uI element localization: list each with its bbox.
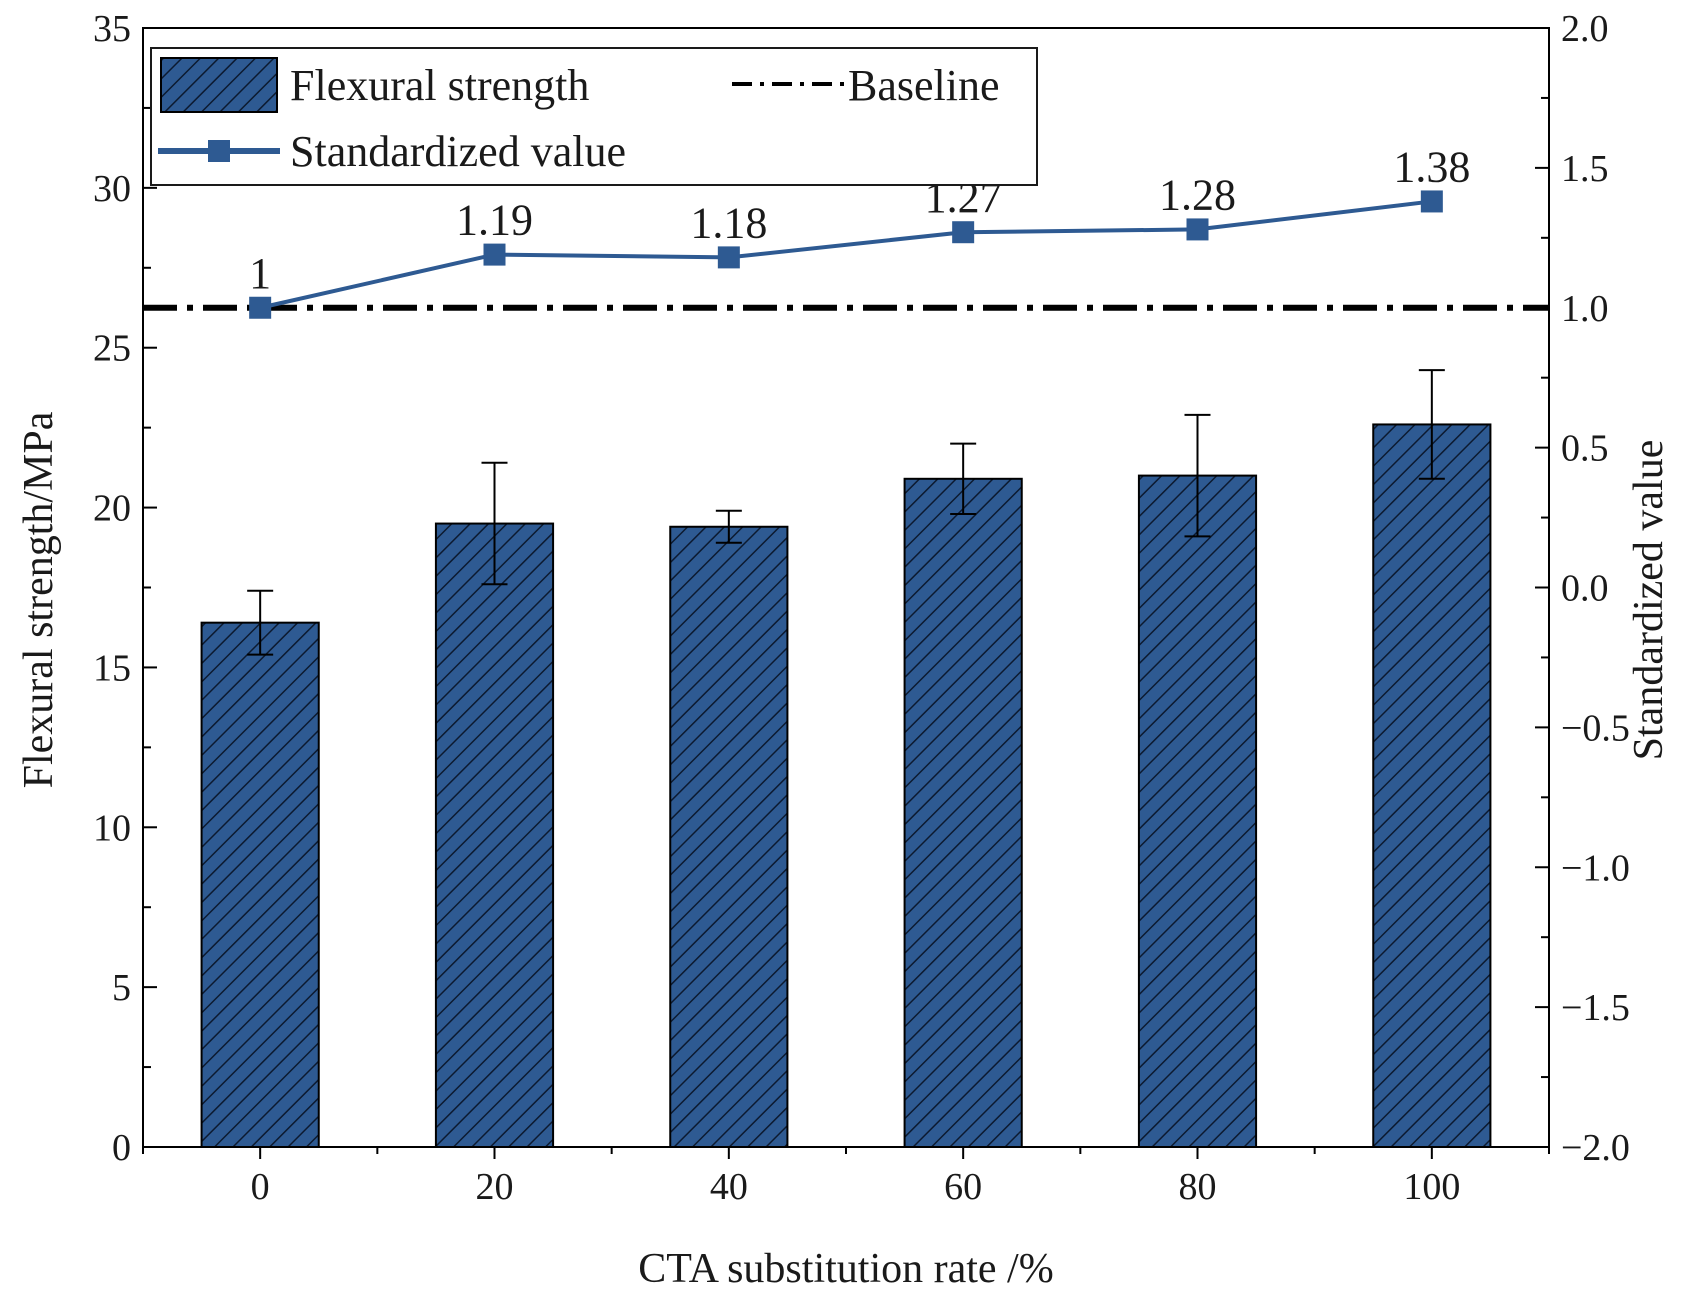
bar	[669, 525, 789, 1148]
x-axis-title: CTA substitution rate /%	[638, 1246, 1053, 1292]
standardized-value-line	[259, 199, 1433, 310]
legend-label-baseline: Baseline	[848, 61, 1000, 110]
line-marker	[483, 243, 506, 266]
y2-tick-label: 0.0	[1561, 568, 1609, 610]
bars-layer	[200, 369, 1492, 1149]
data-label: 1.28	[1159, 170, 1236, 219]
line-marker	[717, 246, 740, 269]
y2-axis-title: Standardized value	[1626, 440, 1672, 761]
y2-tick-label: −1.0	[1561, 847, 1630, 889]
data-label: 1.18	[690, 198, 767, 247]
bar	[200, 621, 320, 1148]
line-marker	[1186, 218, 1209, 241]
x-tick-label: 60	[944, 1166, 982, 1208]
y-tick-label: 25	[93, 328, 131, 370]
y2-tick-label: 0.5	[1561, 428, 1609, 470]
bar	[1372, 423, 1492, 1148]
bar	[434, 522, 555, 1148]
legend: Flexural strength Baseline Standardized …	[150, 47, 1038, 186]
y2-tick-label: −2.0	[1561, 1127, 1630, 1169]
x-tick-label: 20	[476, 1166, 514, 1208]
y-tick-label: 30	[93, 168, 131, 210]
plot-frame	[142, 27, 1550, 1148]
y-axis-title: Flexural strength/MPa	[16, 411, 62, 788]
y2-tick-label: −0.5	[1561, 707, 1630, 749]
line-layer: 11.19 1.181.27 1.281.38	[249, 142, 1470, 319]
data-label: 1.19	[456, 196, 533, 245]
y-tick-label: 5	[112, 967, 131, 1009]
line-marker	[249, 296, 272, 319]
y-tick-label: 20	[93, 488, 131, 530]
legend-label-flexural-strength: Flexural strength	[290, 61, 589, 110]
x-tick-label: 0	[251, 1166, 270, 1208]
y-tick-label: 0	[112, 1127, 131, 1169]
y-tick-label: 15	[93, 647, 131, 689]
axes-layer: 05101520253035−2.0−1.5−1.0−0.50.00.51.01…	[93, 8, 1630, 1208]
bar	[903, 477, 1023, 1149]
line-marker	[952, 221, 975, 244]
x-tick-label: 40	[710, 1166, 748, 1208]
x-tick-label: 100	[1403, 1166, 1460, 1208]
bar	[1137, 474, 1258, 1149]
y2-tick-label: 1.5	[1561, 148, 1609, 190]
y2-tick-label: −1.5	[1561, 987, 1630, 1029]
data-label: 1	[249, 249, 271, 298]
y2-tick-label: 2.0	[1561, 8, 1609, 50]
legend-label-standardized-value: Standardized value	[290, 127, 626, 176]
legend-swatch-standardized-value-marker	[208, 140, 230, 162]
x-tick-label: 80	[1179, 1166, 1217, 1208]
line-marker	[1420, 190, 1443, 213]
data-label: 1.38	[1393, 142, 1470, 191]
legend-frame	[150, 47, 1038, 186]
y-tick-label: 10	[93, 807, 131, 849]
y-tick-label: 35	[93, 8, 131, 50]
y2-tick-label: 1.0	[1561, 288, 1609, 330]
legend-swatch-flexural-strength	[160, 57, 278, 113]
